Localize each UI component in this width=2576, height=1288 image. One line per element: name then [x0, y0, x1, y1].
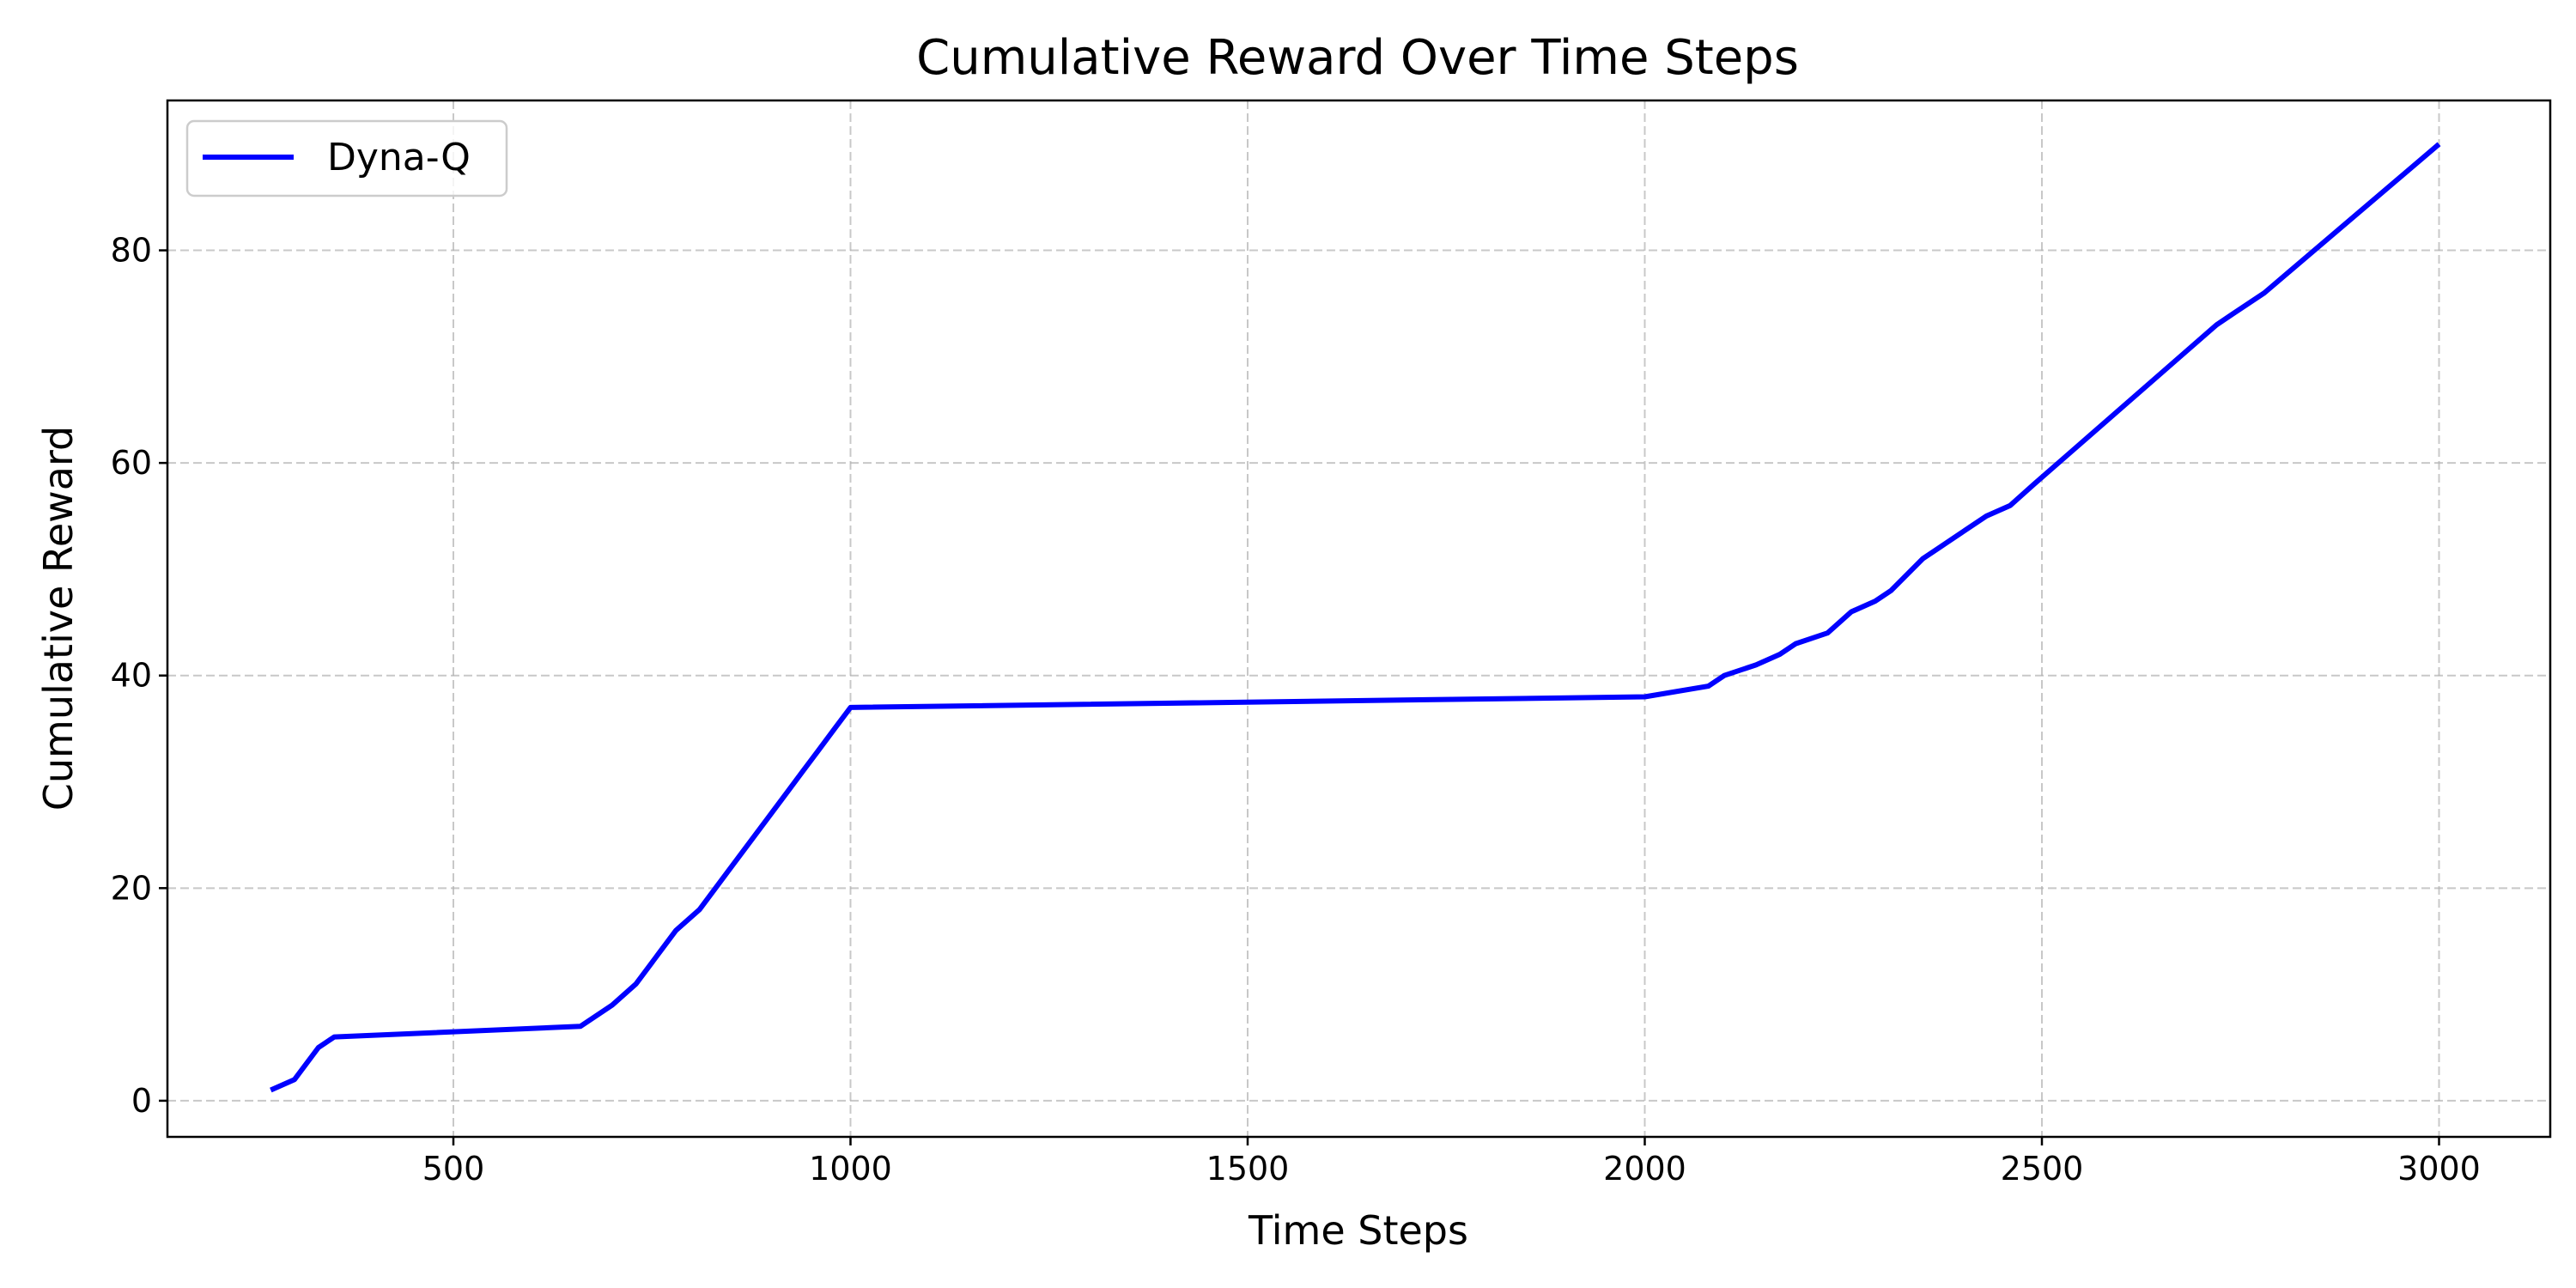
x-tick-label-1500: 1500	[1206, 1150, 1290, 1188]
y-tick-label-40: 40	[111, 657, 152, 695]
x-axis-label: Time Steps	[1248, 1207, 1468, 1254]
y-axis-label: Cumulative Reward	[35, 426, 82, 811]
x-tick-label-3000: 3000	[2397, 1150, 2481, 1188]
y-tick-label-20: 20	[111, 869, 152, 907]
series-layer	[270, 142, 2441, 1093]
chart-title: Cumulative Reward Over Time Steps	[916, 30, 1799, 86]
y-tick-label-60: 60	[111, 444, 152, 482]
y-tick-label-0: 0	[131, 1082, 152, 1120]
x-tick-label-1000: 1000	[809, 1150, 892, 1188]
x-tick-label-500: 500	[422, 1150, 485, 1188]
x-tick-label-2000: 2000	[1603, 1150, 1686, 1188]
grid	[167, 100, 2550, 1137]
plot-frame	[166, 99, 2552, 1139]
series-line-dyna-q	[270, 142, 2441, 1093]
y-axis-ticks: 0 20 40 60 80	[111, 232, 167, 1120]
x-tick-label-2500: 2500	[2001, 1150, 2084, 1188]
y-tick-label-80: 80	[111, 232, 152, 270]
legend: Dyna-Q	[185, 119, 508, 197]
legend-label-dyna-q: Dyna-Q	[327, 136, 471, 179]
x-axis-ticks: 500 1000 1500 2000 2500 3000	[422, 1137, 2481, 1188]
legend-box	[185, 119, 508, 197]
